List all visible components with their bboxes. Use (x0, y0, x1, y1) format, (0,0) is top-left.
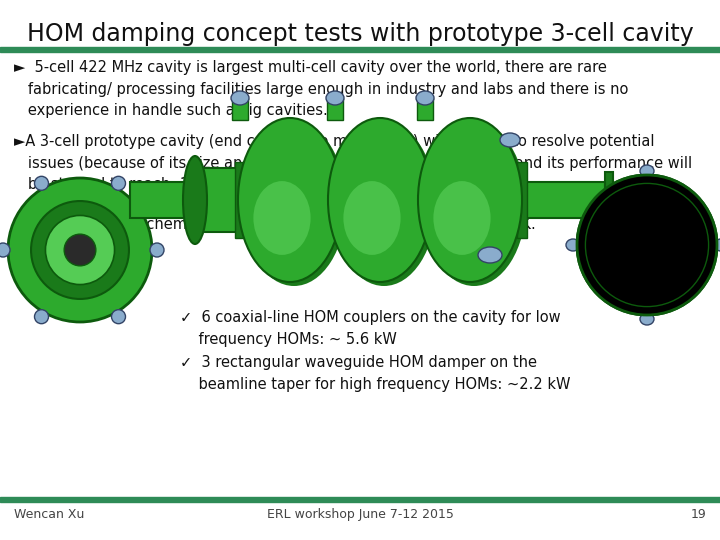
Ellipse shape (640, 165, 654, 177)
Ellipse shape (418, 118, 522, 282)
Ellipse shape (416, 91, 434, 105)
Ellipse shape (150, 243, 164, 257)
Ellipse shape (332, 122, 436, 286)
Bar (235, 162, 245, 238)
Bar (0, 497, 720, 502)
Ellipse shape (231, 91, 249, 105)
Ellipse shape (0, 243, 10, 257)
Ellipse shape (577, 175, 717, 315)
Bar (130, 182, 200, 218)
Bar (605, 172, 613, 228)
Bar (195, 168, 375, 232)
Ellipse shape (326, 91, 344, 105)
Ellipse shape (566, 239, 580, 251)
Ellipse shape (35, 309, 48, 323)
Ellipse shape (238, 118, 342, 282)
Bar (327, 98, 343, 120)
Ellipse shape (253, 181, 310, 255)
Ellipse shape (45, 215, 114, 285)
Bar (232, 98, 248, 120)
Text: Wencan Xu: Wencan Xu (14, 508, 84, 521)
Ellipse shape (242, 122, 346, 286)
Ellipse shape (585, 184, 708, 307)
Bar (0, 47, 720, 52)
Ellipse shape (328, 118, 432, 282)
Bar (517, 162, 527, 238)
Ellipse shape (343, 181, 400, 255)
Bar (613, 192, 645, 208)
Ellipse shape (478, 247, 502, 263)
Text: ✓  3 rectangular waveguide HOM damper on the
    beamline taper for high frequen: ✓ 3 rectangular waveguide HOM damper on … (180, 355, 570, 392)
Text: HOM damping concept tests with prototype 3-cell cavity: HOM damping concept tests with prototype… (27, 22, 693, 46)
Ellipse shape (433, 181, 490, 255)
Bar (520, 182, 605, 218)
Ellipse shape (500, 133, 520, 147)
Text: ►A 3-cell prototype cavity (end cells + one middle cell) will be built to resolv: ►A 3-cell prototype cavity (end cells + … (14, 134, 692, 192)
Ellipse shape (64, 234, 96, 266)
Ellipse shape (577, 175, 717, 315)
Ellipse shape (112, 177, 125, 190)
Text: ✓  6 coaxial-line HOM couplers on the cavity for low
    frequency HOMs: ~ 5.6 k: ✓ 6 coaxial-line HOM couplers on the cav… (180, 310, 561, 347)
Bar (330, 162, 340, 238)
Ellipse shape (640, 313, 654, 325)
Text: ►  5-cell 422 MHz cavity is largest multi-cell cavity over the world, there are : ► 5-cell 422 MHz cavity is largest multi… (14, 60, 629, 118)
Ellipse shape (183, 156, 207, 244)
Ellipse shape (422, 122, 526, 286)
Text: 19: 19 (690, 508, 706, 521)
Polygon shape (605, 186, 645, 214)
Text: ERL workshop June 7-12 2015: ERL workshop June 7-12 2015 (266, 508, 454, 521)
Ellipse shape (8, 178, 152, 322)
Ellipse shape (637, 235, 657, 255)
Ellipse shape (627, 225, 667, 265)
Bar (420, 162, 430, 238)
Ellipse shape (31, 201, 129, 299)
Ellipse shape (112, 309, 125, 323)
Ellipse shape (714, 239, 720, 251)
Bar (417, 98, 433, 120)
Ellipse shape (35, 177, 48, 190)
Text: ► HOM damping scheme will be tested with the prototype cavity at 2K.: ► HOM damping scheme will be tested with… (14, 217, 536, 232)
